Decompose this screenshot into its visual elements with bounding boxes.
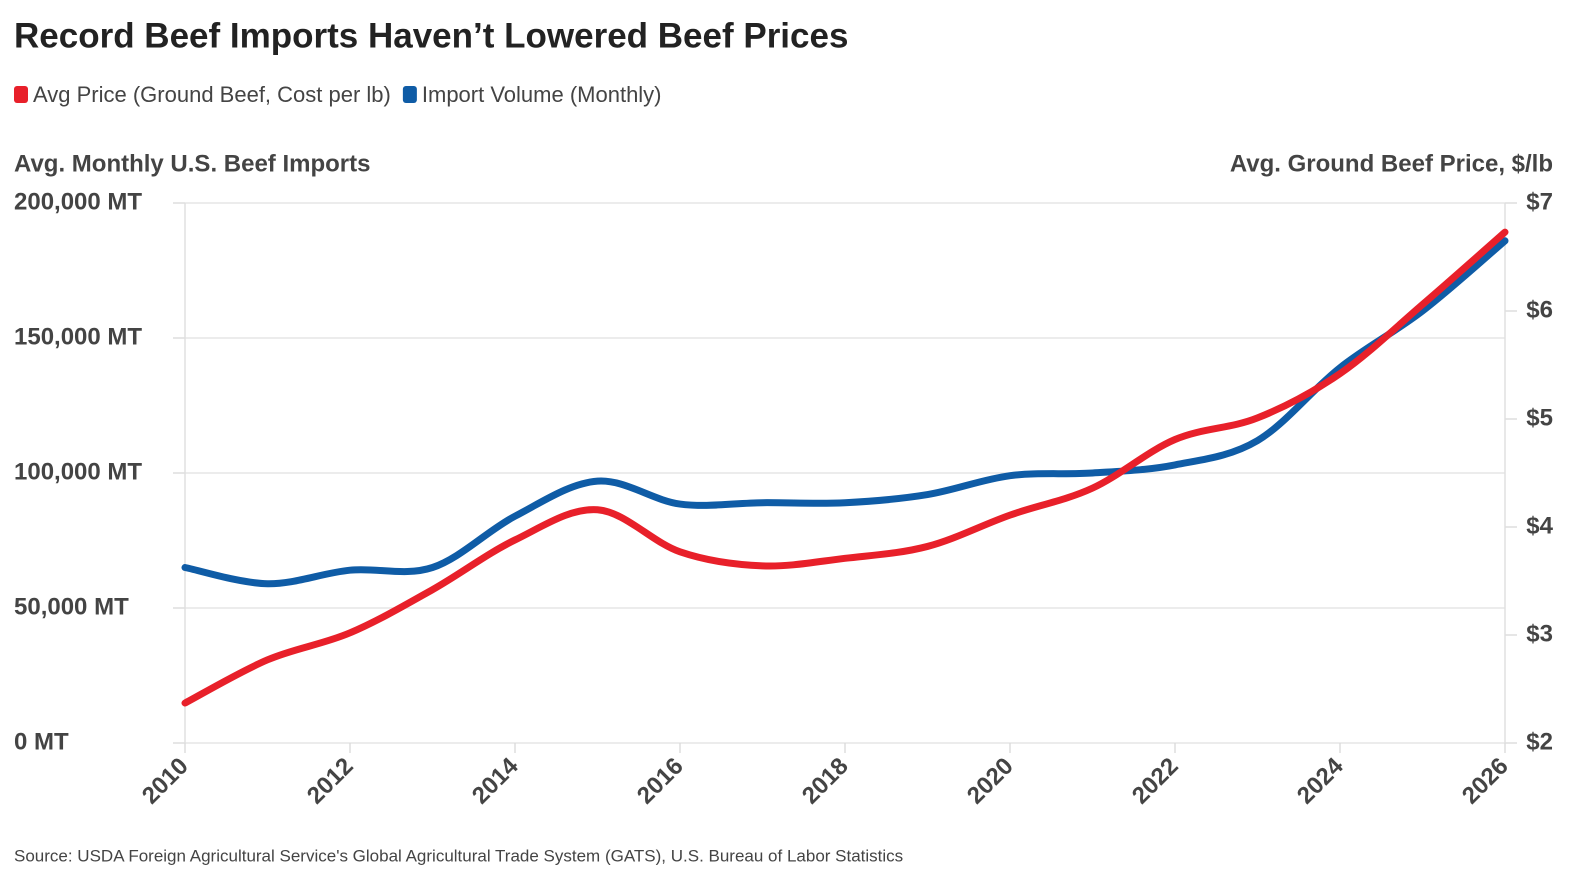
- x-tick-label: 2022: [1127, 753, 1184, 810]
- legend-swatch: [402, 86, 417, 103]
- series-line: [181, 237, 1509, 588]
- legend-label: Import Volume (Monthly): [422, 82, 662, 107]
- series-line: [181, 228, 1509, 707]
- y2-axis-title: Avg. Ground Beef Price, $/lb: [1230, 150, 1553, 177]
- y2-tick-label: $7: [1526, 188, 1553, 215]
- x-tick-label: 2016: [632, 753, 689, 810]
- x-tick-label: 2010: [137, 753, 194, 810]
- y-tick-label: 50,000 MT: [14, 593, 129, 620]
- y2-tick-label: $6: [1526, 296, 1553, 323]
- y2-tick-label: $5: [1526, 404, 1553, 431]
- legend-swatch: [14, 86, 28, 103]
- legend-label: Avg Price (Ground Beef, Cost per lb): [33, 82, 391, 107]
- x-tick-label: 2020: [962, 753, 1019, 810]
- y2-tick-label: $2: [1526, 728, 1553, 755]
- chart-title: Record Beef Imports Haven’t Lowered Beef…: [14, 16, 848, 55]
- x-tick-label: 2012: [302, 753, 359, 810]
- source-note: Source: USDA Foreign Agricultural Servic…: [14, 846, 903, 865]
- y-tick-label: 0 MT: [14, 728, 69, 755]
- y2-tick-label: $3: [1526, 620, 1553, 647]
- x-tick-label: 2024: [1292, 752, 1349, 809]
- y-tick-label: 100,000 MT: [14, 458, 142, 485]
- y2-tick-label: $4: [1526, 512, 1553, 539]
- y-tick-label: 150,000 MT: [14, 323, 142, 350]
- x-tick-label: 2026: [1457, 753, 1514, 810]
- y-tick-label: 200,000 MT: [14, 188, 142, 215]
- x-tick-label: 2014: [467, 752, 524, 809]
- x-tick-label: 2018: [797, 753, 854, 810]
- y-axis-title: Avg. Monthly U.S. Beef Imports: [14, 150, 370, 177]
